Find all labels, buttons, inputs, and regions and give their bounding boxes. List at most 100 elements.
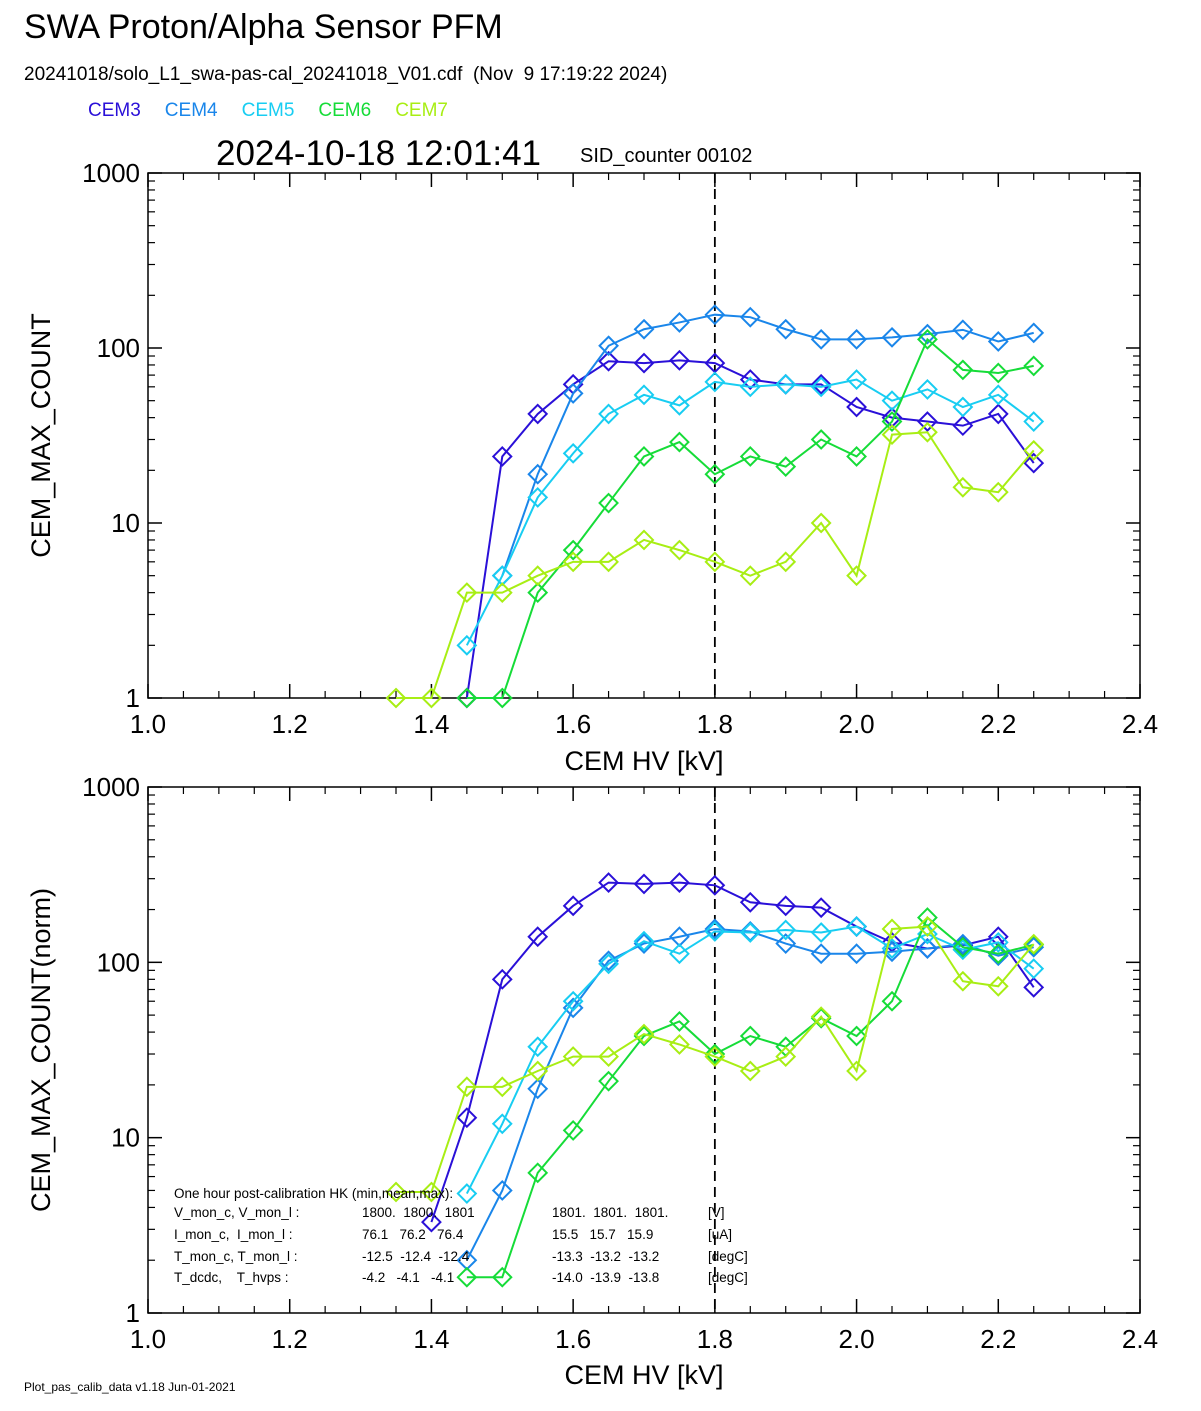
data-point-cem5 [491, 1113, 513, 1135]
hk-row-3-label: T_mon_c, T_mon_l : [174, 1249, 298, 1264]
data-point-cem7 [775, 551, 797, 573]
data-point-cem7 [562, 551, 584, 573]
data-point-cem6 [846, 1025, 867, 1047]
data-point-cem6 [491, 1266, 513, 1288]
timestamp: 2024-10-18 12:01:41 [216, 134, 541, 173]
data-point-cem4 [527, 1078, 549, 1100]
data-point-cem4 [598, 335, 619, 357]
legend-entry-cem6: CEM6 [318, 100, 372, 121]
data-point-cem6 [846, 446, 867, 467]
data-point-cem6 [987, 362, 1009, 384]
data-point-cem3 [527, 403, 549, 425]
data-point-cem3 [917, 411, 938, 432]
data-point-cem5 [456, 634, 478, 656]
x-tick-label: 2.2 [980, 709, 1016, 739]
hk-row-1-unit: [V] [708, 1205, 725, 1220]
data-point-cem4 [669, 312, 690, 333]
y-tick-label: 100 [97, 947, 140, 977]
data-point-cem3 [598, 872, 619, 893]
data-point-cem7 [491, 1076, 513, 1098]
x-tick-label: 2.4 [1122, 1324, 1158, 1354]
data-point-cem6 [456, 687, 478, 709]
data-point-cem7 [917, 916, 938, 937]
x-tick-label: 1.0 [130, 709, 166, 739]
hk-row-1-label: V_mon_c, V_mon_l : [174, 1205, 300, 1220]
data-point-cem7 [952, 476, 974, 498]
data-point-cem7 [527, 565, 549, 587]
data-point-cem3 [491, 446, 513, 467]
hk-row-2-c: 76.1 76.2 76.4 [362, 1227, 464, 1242]
data-point-cem7 [1023, 933, 1045, 955]
data-point-cem6 [562, 1119, 584, 1141]
data-point-cem4 [704, 918, 726, 940]
data-point-cem7 [987, 975, 1009, 997]
file-info: 20241018/solo_L1_swa-pas-cal_20241018_V0… [24, 64, 668, 85]
x-tick-label: 1.6 [555, 1324, 591, 1354]
series-line-cem6 [466, 915, 1034, 1279]
hk-row-2-unit: [uA] [708, 1227, 733, 1242]
data-point-cem7 [704, 1046, 726, 1068]
y-tick-label: 1 [126, 1298, 140, 1328]
data-point-cem6 [527, 582, 549, 604]
data-point-cem7 [598, 1046, 619, 1068]
data-point-cem3 [633, 873, 655, 895]
data-point-cem3 [987, 403, 1009, 425]
data-point-cem7 [739, 565, 761, 587]
series-group [385, 872, 1045, 1288]
data-point-cem7 [704, 551, 726, 573]
data-point-cem4 [633, 933, 655, 954]
data-point-cem6 [881, 990, 903, 1012]
data-point-cem3 [846, 396, 867, 418]
data-point-cem3 [633, 352, 655, 374]
data-point-cem4 [881, 941, 903, 963]
hk-row-3-unit: [degC] [708, 1249, 748, 1264]
series-line-cem7 [396, 925, 1035, 1193]
data-point-cem4 [846, 943, 867, 965]
data-point-cem3 [739, 369, 761, 390]
hk-row-3-l: -13.3 -13.2 -13.2 [552, 1249, 660, 1264]
data-point-cem6 [810, 1007, 832, 1029]
data-point-cem7 [739, 1060, 761, 1082]
hk-row-1-c: 1800. 1800. 1801 [362, 1205, 475, 1220]
data-point-cem3 [704, 874, 726, 896]
data-point-cem4 [881, 326, 903, 348]
data-point-cem5 [881, 390, 903, 412]
y-tick-label: 1000 [82, 772, 140, 802]
data-point-cem7 [633, 529, 655, 551]
series-group [385, 304, 1045, 709]
data-point-cem7 [598, 551, 619, 573]
data-point-cem5 [810, 376, 832, 398]
data-point-cem3 [810, 897, 832, 919]
hk-row-4-label: T_dcdc, T_hvps : [174, 1270, 289, 1285]
x-tick-label: 2.2 [980, 1324, 1016, 1354]
legend-entry-cem5: CEM5 [241, 100, 295, 121]
data-point-cem4 [810, 943, 832, 965]
data-point-cem4 [1023, 322, 1045, 344]
plot-2: 1.0 1.2 1.4 1.6 1.8 2.0 2.2 2.4 1 10 100 1000 CEM HV… [26, 772, 1158, 1390]
plot-frame [147, 172, 1141, 699]
data-point-cem6 [704, 1043, 726, 1065]
data-point-cem7 [421, 687, 442, 709]
data-point-cem5 [704, 371, 726, 393]
x-tick-label: 1.2 [272, 709, 308, 739]
data-point-cem4 [775, 933, 797, 954]
data-point-cem6 [952, 936, 974, 958]
data-point-cem3 [598, 350, 619, 372]
page-title: SWA Proton/Alpha Sensor PFM [24, 8, 503, 46]
data-point-cem5 [633, 384, 655, 406]
data-point-cem7 [456, 1076, 478, 1098]
hk-row-2-label: I_mon_c, I_mon_l : [174, 1227, 293, 1242]
data-point-cem7 [952, 970, 974, 992]
data-point-cem5 [1023, 411, 1045, 432]
x-tick-label: 1.4 [413, 1324, 449, 1354]
data-point-cem6 [881, 411, 903, 432]
data-point-cem7 [527, 1060, 549, 1082]
data-point-cem5 [987, 931, 1009, 953]
data-point-cem6 [917, 328, 938, 350]
data-point-cem5 [562, 990, 584, 1012]
data-point-cem4 [846, 328, 867, 350]
x-tick-label: 1.4 [413, 709, 449, 739]
data-point-cem7 [669, 539, 690, 561]
data-point-cem4 [704, 304, 726, 326]
